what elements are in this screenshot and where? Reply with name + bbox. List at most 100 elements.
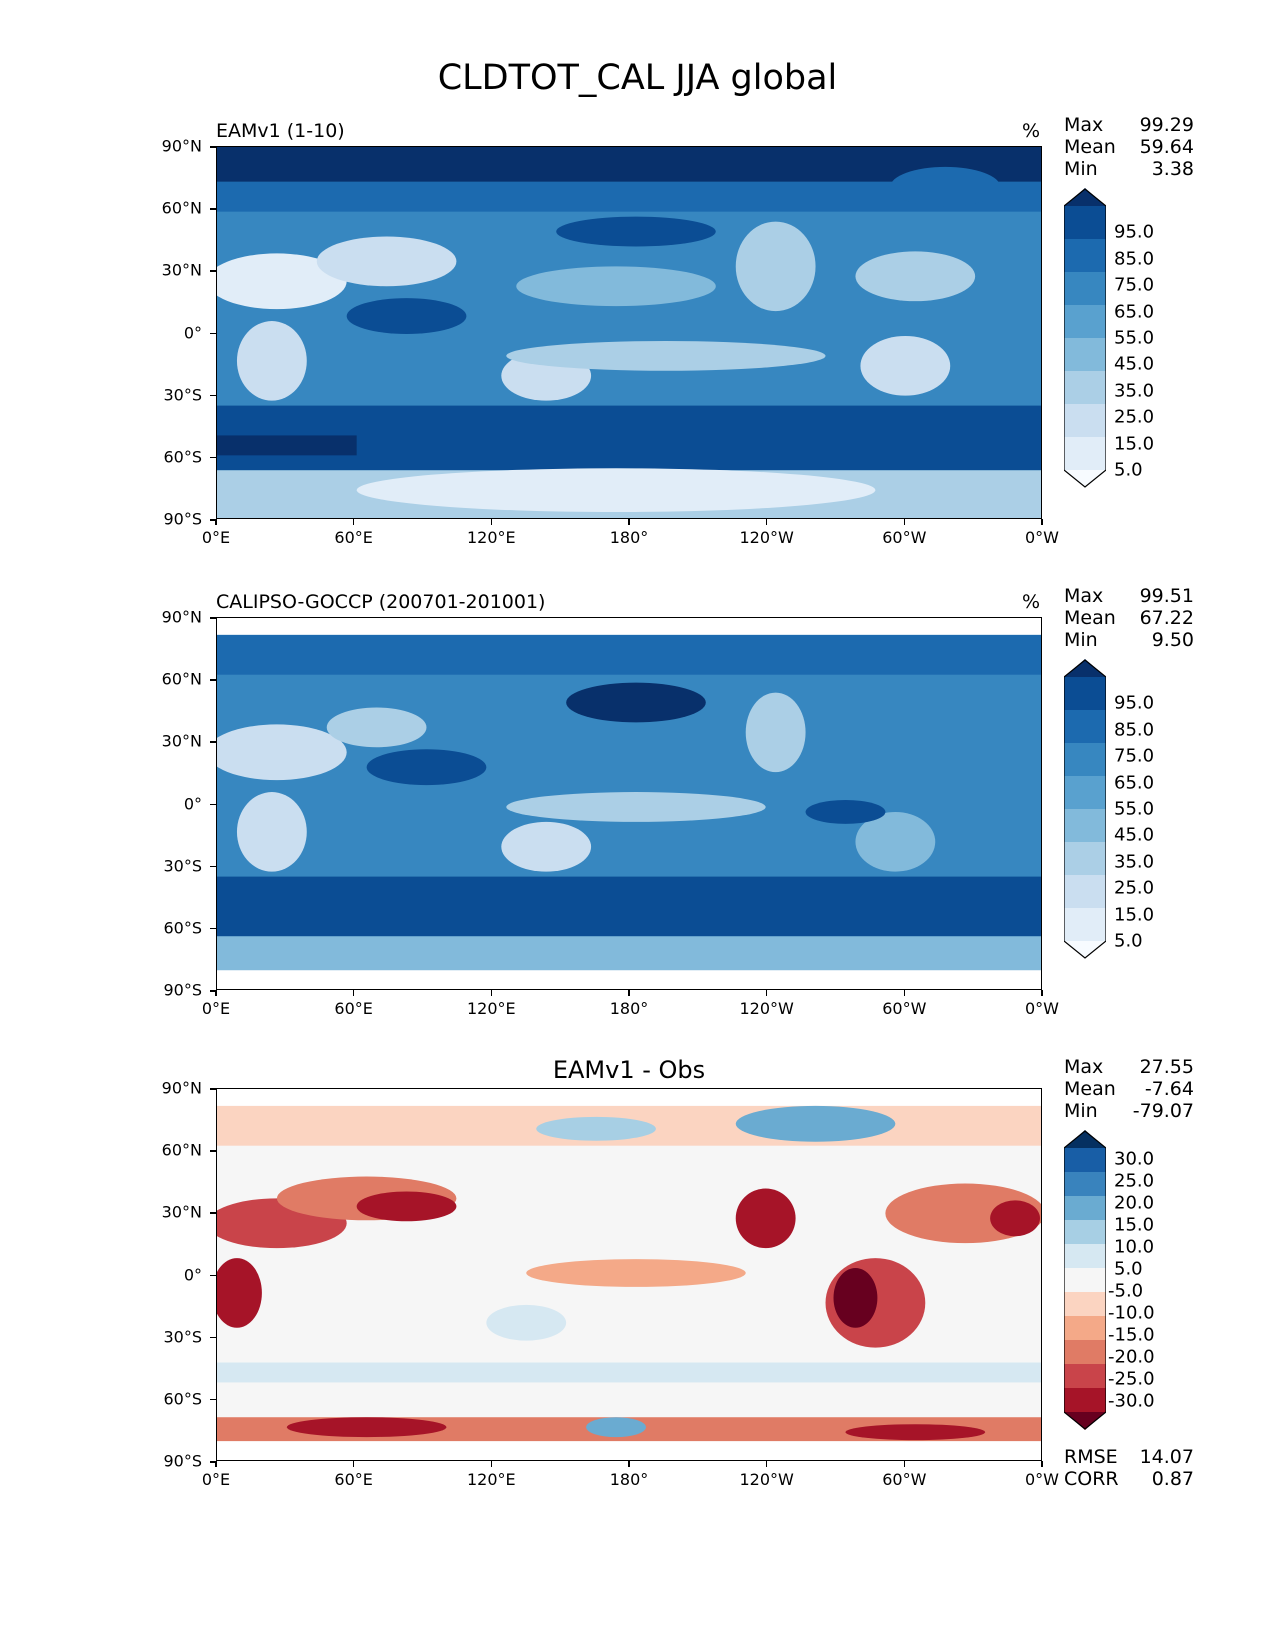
colorbar-tick-label: 45.0 [1114,824,1155,846]
colorbar-tick-label: -25.0 [1108,1368,1155,1390]
colorbar-tick-label: -15.0 [1108,1324,1155,1346]
map-diff-field [217,1089,1041,1460]
colorbar-obs [1064,659,1106,959]
colorbar-tick-label: -10.0 [1108,1302,1155,1324]
min-value: 3.38 [1151,158,1194,180]
colorbar-tick-label: 25.0 [1114,406,1155,428]
colorbar-model-swatches [1064,188,1106,488]
colorbar-tick-label: 75.0 [1114,745,1155,767]
corr-label: CORR [1064,1468,1119,1490]
lat-tick-mark [210,1088,216,1090]
lon-tick-label: 120°W [739,999,794,1018]
colorbar-swatch [1064,743,1106,777]
colorbar-swatch [1064,776,1106,810]
lon-tick-mark [903,519,906,525]
diff-metrics: RMSE 14.07 CORR 0.87 [1064,1446,1194,1490]
colorbar-tick-label: 95.0 [1114,221,1155,243]
colorbar-swatch [1064,1268,1106,1293]
corr-value: 0.87 [1151,1468,1194,1490]
colorbar-swatch [1064,875,1106,909]
colorbar-swatch [1064,1196,1106,1221]
colorbar-tick-label: 30.0 [1114,1148,1155,1170]
mean-value: 67.22 [1139,607,1194,629]
colorbar-tick-label: 45.0 [1114,353,1155,375]
lat-tick-label: 60°N [161,198,202,218]
max-label: Max [1064,114,1104,136]
colorbar-outline [1064,1130,1106,1430]
max-value: 99.29 [1139,114,1194,136]
colorbar-swatch [1064,809,1106,843]
panel-diff-label: EAMv1 - Obs [552,1056,706,1084]
map-obs [216,617,1042,990]
panel-model-unit: % [1022,120,1041,142]
colorbar-swatch [1064,1388,1106,1413]
lat-tick-mark [210,990,216,992]
lat-tick-label: 60°S [163,447,202,467]
colorbar-tick-label: 15.0 [1114,904,1155,926]
colorbar-swatch [1064,371,1106,405]
colorbar-extend-bottom [1064,941,1106,959]
lat-tick-mark [210,679,216,681]
lon-tick-mark [765,519,768,525]
map-diff [216,1088,1042,1461]
colorbar-swatch [1064,239,1106,273]
panel-diff: EAMv1 - Obs Max 27.55 Mean -7.64 Min -79.07 [0,1056,1275,1532]
lon-tick-mark [352,519,355,525]
lon-tick-label: 0°W [1025,1470,1059,1489]
mean-label: Mean [1064,1078,1116,1100]
lon-tick-mark [1041,990,1043,996]
lon-tick-mark [628,1461,630,1467]
lat-tick-mark [210,1150,216,1152]
panel-obs: CALIPSO-GOCCP (200701-201001) % Max 99.51… [0,585,1275,1061]
colorbar-extend-bottom [1064,1412,1106,1430]
lon-tick-label: 120°W [739,1470,794,1489]
colorbar-tick-label: -30.0 [1108,1390,1155,1412]
colorbar-swatch [1064,272,1106,306]
lat-tick-label: 90°N [161,136,202,156]
lat-tick-mark [210,741,216,743]
lon-tick-label: 180° [609,1470,649,1489]
panel-model: EAMv1 (1-10) % Max 99.29 Mean 59.64 Min 3.3… [0,114,1275,590]
panel-obs-label: CALIPSO-GOCCP (200701-201001) [216,591,546,613]
colorbar-extend-bottom [1064,470,1106,488]
map-model [216,146,1042,519]
lat-tick-mark [210,519,216,521]
colorbar-tick-label: 75.0 [1114,274,1155,296]
lat-tick-label: 0° [183,794,202,813]
max-label: Max [1064,585,1104,607]
colorbar-swatch [1064,1244,1106,1269]
lat-tick-mark [210,456,216,459]
panel-model-label: EAMv1 (1-10) [216,120,345,142]
lon-tick-mark [903,1461,906,1467]
colorbar-swatch [1064,437,1106,471]
panel-model-stats: Max 99.29 Mean 59.64 Min 3.38 [1064,114,1194,180]
lat-tick-label: 90°N [161,607,202,627]
colorbar-tick-label: 20.0 [1114,1192,1155,1214]
colorbar-tick-label: 95.0 [1114,692,1155,714]
max-value: 99.51 [1139,585,1194,607]
lat-tick-mark [210,270,216,272]
colorbar-tick-label: 85.0 [1114,719,1155,741]
lon-tick-label: 120°W [739,528,794,547]
colorbar-model [1064,188,1106,488]
figure-title: CLDTOT_CAL JJA global [437,58,838,98]
lon-tick-label: 0°W [1025,999,1059,1018]
colorbar-swatch [1064,842,1106,876]
rmse-label: RMSE [1064,1446,1118,1468]
lon-tick-mark [903,990,906,996]
lat-tick-label: 30°N [161,260,202,280]
colorbar-obs-swatches [1064,659,1106,959]
map-obs-field [217,618,1041,989]
colorbar-swatch [1064,1220,1106,1245]
colorbar-tick-label: 10.0 [1114,1236,1155,1258]
min-value: 9.50 [1151,629,1194,651]
lat-tick-label: 90°S [163,980,202,1000]
colorbar-outline [1064,659,1106,959]
lat-tick-label: 60°N [161,669,202,689]
lat-tick-label: 30°N [161,1202,202,1222]
min-label: Min [1064,629,1098,651]
colorbar-swatch [1064,338,1106,372]
lon-tick-label: 0°W [1025,528,1059,547]
lat-tick-mark [210,146,216,148]
colorbar-tick-label: 25.0 [1114,1170,1155,1192]
